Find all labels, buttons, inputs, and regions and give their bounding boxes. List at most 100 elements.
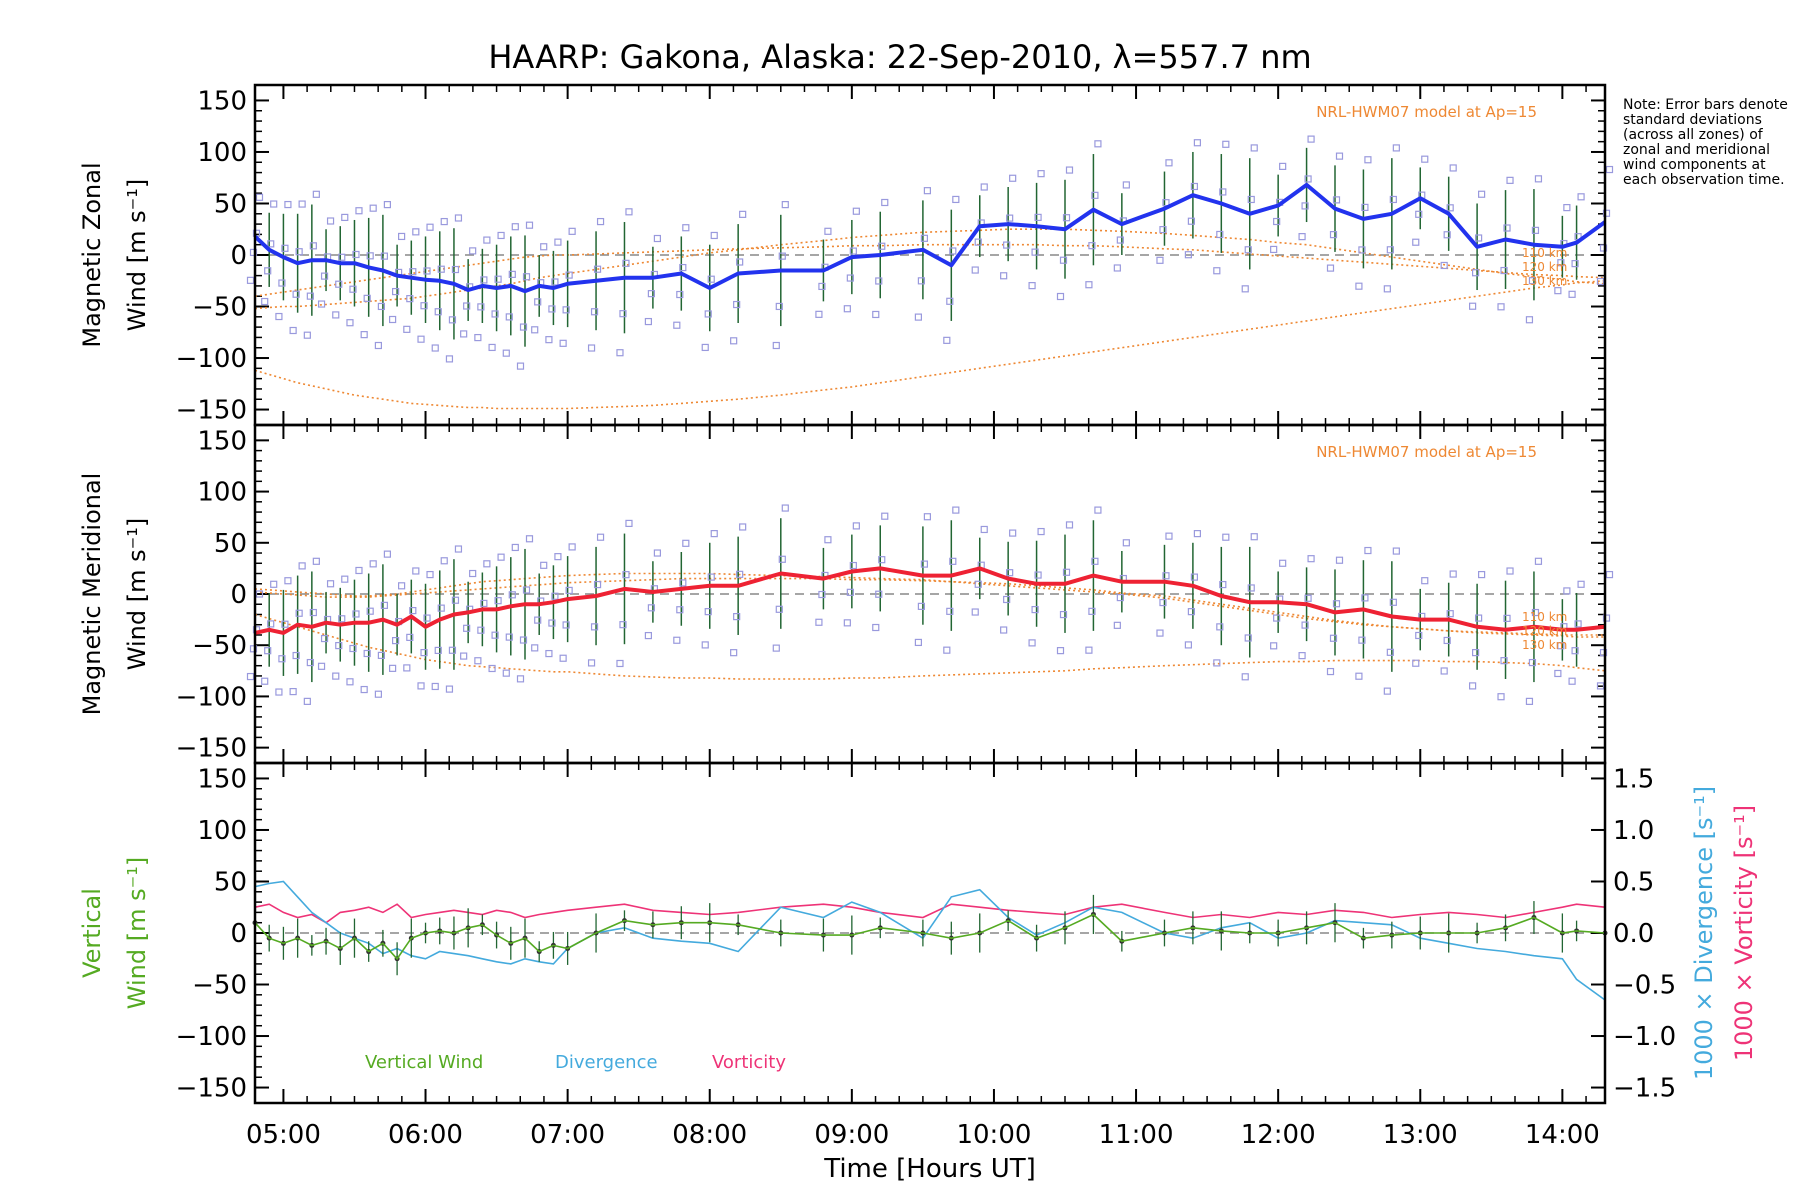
zone-point (548, 619, 556, 627)
zone-point (420, 302, 428, 310)
zone-point (389, 315, 397, 324)
zone-point (775, 605, 783, 613)
zone-point (1602, 209, 1611, 217)
zone-point (1116, 593, 1124, 602)
zone-point (554, 553, 562, 561)
zone-point (412, 567, 420, 575)
zone-point (508, 591, 516, 599)
zone-point (914, 313, 922, 321)
zone-point (284, 577, 292, 585)
zone-point (1571, 260, 1579, 268)
zone-point (852, 207, 860, 215)
zone-point (781, 504, 789, 512)
zone-point (1307, 135, 1315, 143)
zone-point (673, 636, 681, 644)
zone-point (312, 190, 320, 198)
zone-point (303, 331, 311, 339)
zone-point (644, 317, 652, 326)
zone-point (409, 606, 417, 615)
zone-point (1187, 608, 1195, 616)
zone-point (312, 557, 320, 565)
zone-point (383, 550, 391, 558)
zone-point (971, 608, 979, 616)
zone-point (540, 561, 548, 569)
zone-point (480, 276, 488, 284)
zone-point (1000, 272, 1008, 280)
zonal-wind-line (253, 182, 1607, 294)
zone-point (531, 644, 539, 652)
zone-point (1222, 533, 1230, 541)
zone-point (448, 316, 457, 324)
zone-point (878, 556, 886, 564)
zone-point (1528, 277, 1537, 285)
zone-point (522, 273, 531, 281)
zone-point (872, 623, 880, 632)
zone-point (875, 590, 883, 598)
zone-point (622, 571, 630, 579)
zone-point (525, 221, 534, 229)
zone-point (1065, 521, 1074, 529)
meridional-panel: 150 100 50 0 −50 −100 −150 Magnetic Meridional W… (78, 423, 1614, 765)
right-y-tick-label: −1.5 (1613, 1074, 1676, 1104)
zone-point (1006, 569, 1014, 577)
zone-point (1037, 527, 1045, 536)
zone-point (341, 575, 349, 583)
divergence-axis-label: 1000 × Divergence [s⁻¹] (1690, 786, 1718, 1080)
zone-point (494, 275, 502, 283)
zone-point (846, 588, 854, 596)
zone-point (392, 637, 400, 645)
zone-point (332, 311, 340, 319)
zone-point (426, 570, 434, 579)
zone-point (417, 335, 425, 343)
x-tick-label: 05:00 (246, 1120, 321, 1150)
zone-point (739, 523, 747, 531)
zone-point (1440, 261, 1448, 270)
zone-point (255, 590, 264, 598)
zone-point (1574, 620, 1582, 628)
x-axis-label: Time [Hours UT] (823, 1154, 1036, 1184)
zone-point (284, 200, 292, 209)
zone-point (1326, 264, 1335, 272)
zone-point (1091, 557, 1099, 565)
zone-point (1472, 269, 1480, 277)
zone-point (1304, 175, 1312, 183)
zone-point (335, 641, 343, 650)
y-axis-label: Magnetic Meridional (78, 473, 106, 716)
zone-point (363, 294, 371, 302)
zone-point (1506, 567, 1514, 575)
zone-point (1446, 610, 1454, 618)
zone-point (1059, 256, 1068, 264)
y-tick-label: 100 (197, 816, 247, 846)
zone-point (355, 207, 363, 215)
y-tick-label: −100 (176, 1022, 247, 1052)
zone-point (647, 290, 655, 298)
zone-point (505, 313, 513, 321)
error-bar-note: Note: Error bars denote standard deviati… (1623, 97, 1788, 188)
zone-point (545, 649, 553, 658)
zone-point (1500, 657, 1508, 665)
zone-point (1475, 614, 1483, 622)
y-tick-label: 0 (230, 241, 247, 271)
zone-point (494, 597, 502, 605)
zone-point (1213, 659, 1221, 667)
zone-point (1088, 607, 1096, 615)
zone-point (540, 243, 548, 251)
zone-point (849, 247, 857, 255)
zone-point (1003, 595, 1011, 604)
zone-point (338, 615, 346, 623)
zone-point (818, 282, 826, 291)
zone-point (1270, 245, 1278, 254)
zone-point (676, 606, 684, 614)
zone-point (590, 623, 599, 631)
zone-point (1000, 626, 1008, 634)
zone-point (1184, 251, 1192, 259)
zone-point (1386, 648, 1394, 656)
zone-point (298, 562, 306, 570)
zone-point (377, 302, 385, 311)
zone-point (849, 561, 857, 570)
right-y-tick-label: −1.0 (1613, 1022, 1676, 1052)
zone-point (1386, 246, 1394, 254)
zone-point (366, 607, 374, 615)
zone-point (1241, 285, 1249, 293)
zone-point (488, 664, 496, 673)
